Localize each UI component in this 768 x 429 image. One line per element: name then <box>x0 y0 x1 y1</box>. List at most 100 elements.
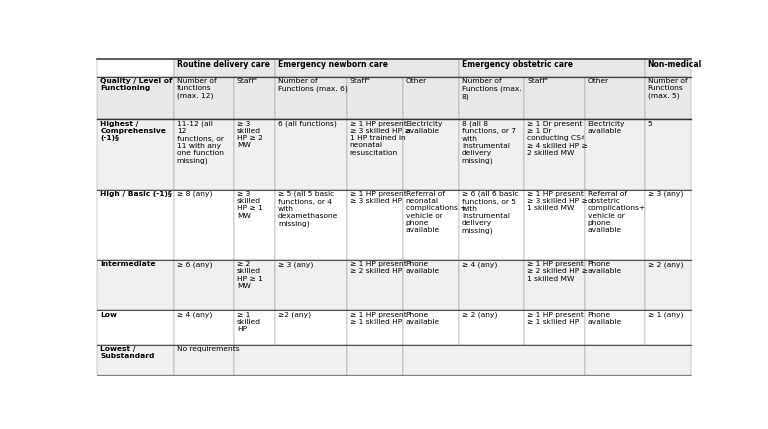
Bar <box>275 59 458 77</box>
Bar <box>98 59 174 77</box>
Bar <box>98 344 174 375</box>
Text: Phone
available: Phone available <box>588 261 621 275</box>
Text: ≥ 3 (any): ≥ 3 (any) <box>278 261 313 268</box>
Bar <box>402 260 458 310</box>
Bar <box>644 190 691 260</box>
Text: Number of
Functions (max. 6): Number of Functions (max. 6) <box>278 78 348 92</box>
Text: ≥ 3
skilled
HP ≥ 1
MW: ≥ 3 skilled HP ≥ 1 MW <box>237 191 263 219</box>
Text: Electricity
available: Electricity available <box>588 121 625 134</box>
Bar <box>174 59 275 77</box>
Text: Referral of
obstetric
complications+
vehicle or
phone
available: Referral of obstetric complications+ veh… <box>588 191 646 233</box>
Text: ≥ 8 (any): ≥ 8 (any) <box>177 191 212 197</box>
Text: ≥ 3
skilled
HP ≥ 2
MW: ≥ 3 skilled HP ≥ 2 MW <box>237 121 263 148</box>
Text: Phone
available: Phone available <box>406 261 440 275</box>
Text: Referral of
neonatal
complications +
vehicle or
phone
available: Referral of neonatal complications + veh… <box>406 191 466 233</box>
Bar <box>98 190 174 260</box>
Text: Other: Other <box>406 78 427 84</box>
Bar <box>346 260 402 310</box>
Bar <box>458 119 525 190</box>
Text: Phone
available: Phone available <box>406 311 440 325</box>
Text: ≥ 1 HP present
≥ 1 skilled HP: ≥ 1 HP present ≥ 1 skilled HP <box>528 311 584 325</box>
Bar <box>584 190 644 260</box>
Text: ≥ 1 (any): ≥ 1 (any) <box>647 311 684 318</box>
Bar <box>644 59 691 77</box>
Text: ≥ 6 (any): ≥ 6 (any) <box>177 261 212 268</box>
Text: ≥ 4 (any): ≥ 4 (any) <box>177 311 212 318</box>
Bar <box>174 77 234 119</box>
Text: Non-medical: Non-medical <box>647 60 702 69</box>
Text: Other: Other <box>588 78 609 84</box>
Bar <box>174 310 234 344</box>
Text: ≥ 3 (any): ≥ 3 (any) <box>647 191 683 197</box>
Bar <box>458 77 525 119</box>
Bar <box>174 344 234 375</box>
Bar <box>234 190 275 260</box>
Bar <box>402 344 584 375</box>
Text: Staffᵃ: Staffᵃ <box>237 78 257 84</box>
Bar <box>584 260 644 310</box>
Bar <box>584 344 691 375</box>
Bar <box>174 260 234 310</box>
Bar <box>458 260 525 310</box>
Bar <box>644 119 691 190</box>
Text: High / Basic (-1)§: High / Basic (-1)§ <box>100 191 172 197</box>
Text: ≥ 1 HP present
≥ 2 skilled HP ≥
1 skilled MW: ≥ 1 HP present ≥ 2 skilled HP ≥ 1 skille… <box>528 261 588 282</box>
Bar <box>346 190 402 260</box>
Bar <box>402 119 458 190</box>
Bar <box>98 310 174 344</box>
Bar <box>584 77 644 119</box>
Text: Electricity
available: Electricity available <box>406 121 443 134</box>
Text: ≥ 5 (all 5 basic
functions, or 4
with
dexamethasone
missing): ≥ 5 (all 5 basic functions, or 4 with de… <box>278 191 338 227</box>
Bar <box>644 77 691 119</box>
Text: ≥ 1 HP present
≥ 2 skilled HP: ≥ 1 HP present ≥ 2 skilled HP <box>349 261 406 275</box>
Bar <box>346 310 402 344</box>
Bar <box>458 190 525 260</box>
Bar <box>584 310 644 344</box>
Text: ≥ 2
skilled
HP ≥ 1
MW: ≥ 2 skilled HP ≥ 1 MW <box>237 261 263 289</box>
Text: Staffᵃ: Staffᵃ <box>528 78 548 84</box>
Text: ≥2 (any): ≥2 (any) <box>278 311 311 318</box>
Bar <box>98 260 174 310</box>
Bar <box>275 190 346 260</box>
Bar <box>402 190 458 260</box>
Bar <box>234 260 275 310</box>
Bar <box>525 119 584 190</box>
Text: Emergency obstetric care: Emergency obstetric care <box>462 60 573 69</box>
Bar <box>234 119 275 190</box>
Text: Quality / Level of
Functioning: Quality / Level of Functioning <box>100 78 173 91</box>
Text: ≥ 1 HP present
≥ 3 skilled HP: ≥ 1 HP present ≥ 3 skilled HP <box>349 191 406 204</box>
Text: Phone
available: Phone available <box>588 311 621 325</box>
Bar <box>98 77 174 119</box>
Bar <box>644 260 691 310</box>
Bar <box>234 77 275 119</box>
Bar <box>98 119 174 190</box>
Text: ≥ 4 (any): ≥ 4 (any) <box>462 261 497 268</box>
Bar <box>346 344 402 375</box>
Bar <box>275 119 346 190</box>
Bar <box>174 119 234 190</box>
Bar <box>584 119 644 190</box>
Text: ≥ 2 (any): ≥ 2 (any) <box>647 261 684 268</box>
Bar <box>234 344 346 375</box>
Bar <box>458 59 644 77</box>
Bar <box>458 310 525 344</box>
Text: ≥ 6 (all 6 basic
functions, or 5
with
instrumental
delivery
missing): ≥ 6 (all 6 basic functions, or 5 with in… <box>462 191 518 234</box>
Bar <box>275 260 346 310</box>
Bar <box>525 190 584 260</box>
Bar <box>275 77 346 119</box>
Bar <box>234 310 275 344</box>
Bar <box>525 260 584 310</box>
Bar <box>275 310 346 344</box>
Bar <box>402 310 458 344</box>
Text: Number of
Functions
(max. 5): Number of Functions (max. 5) <box>647 78 687 99</box>
Bar <box>346 119 402 190</box>
Text: Highest /
Comprehensive
(-1)§: Highest / Comprehensive (-1)§ <box>100 121 166 141</box>
Text: Emergency newborn care: Emergency newborn care <box>278 60 388 69</box>
Text: 8 (all 8
functions, or 7
with
instrumental
delivery
missing): 8 (all 8 functions, or 7 with instrument… <box>462 121 516 164</box>
Text: No requirements: No requirements <box>177 346 240 352</box>
Bar <box>402 77 458 119</box>
Text: Intermediate: Intermediate <box>100 261 156 267</box>
Text: Lowest /
Substandard: Lowest / Substandard <box>100 346 154 359</box>
Text: Number of
Functions (max.
8): Number of Functions (max. 8) <box>462 78 521 100</box>
Text: Number of
functions
(max. 12): Number of functions (max. 12) <box>177 78 217 99</box>
